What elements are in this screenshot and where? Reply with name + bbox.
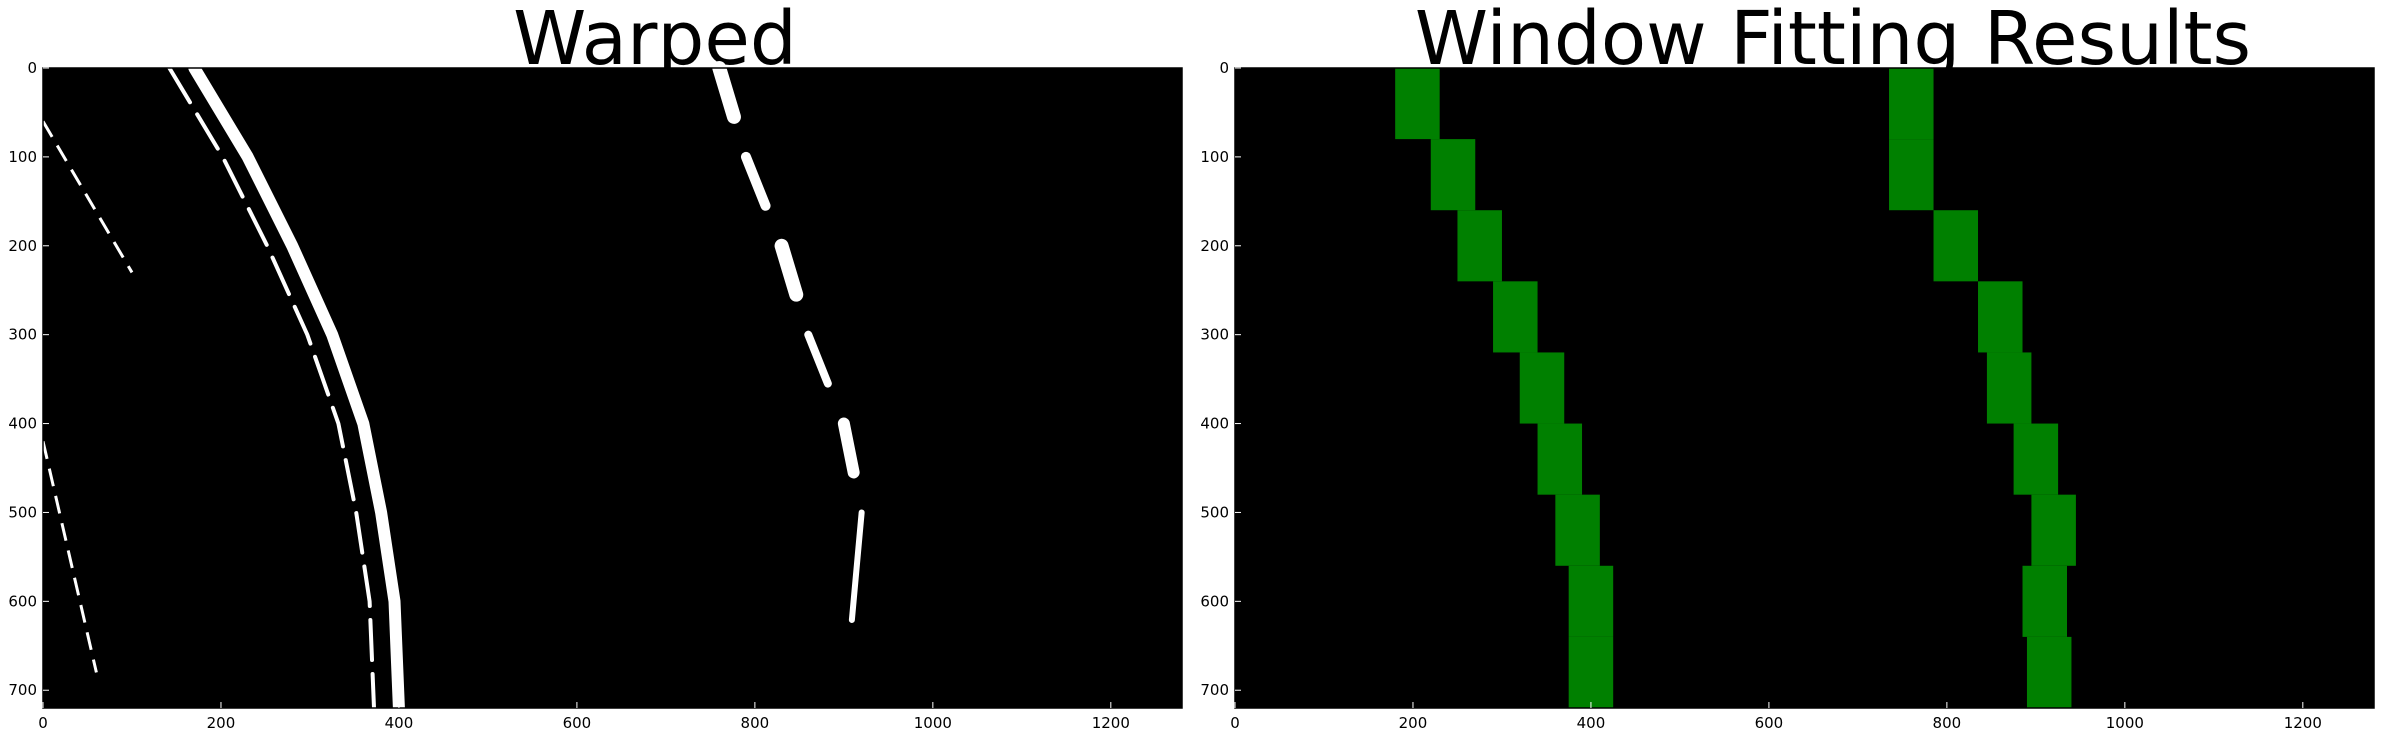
warped-x-tick-label: 400	[385, 714, 414, 732]
window-fitting-y-tick-label: 600	[1200, 592, 1229, 610]
warped-y-tick-label: 500	[8, 503, 37, 521]
right-fit-window	[1978, 281, 2023, 353]
window-fitting-y-tick-label: 300	[1200, 326, 1229, 344]
warped-panel: Warped 0 200 400 600 800 1000 1200010020030040…	[8, 0, 1183, 732]
window-fitting-y-tick-label: 700	[1200, 681, 1229, 699]
window-fitting-axes-frame	[1234, 67, 2375, 709]
warped-y-tick-label: 100	[8, 148, 37, 166]
left-fit-window	[1568, 565, 1614, 637]
right-fit-window	[2026, 636, 2072, 708]
right-fit-window	[2031, 494, 2076, 566]
window-fitting-x-tick-label: 1000	[2106, 714, 2144, 732]
warped-x-tick-label: 0	[38, 714, 48, 732]
warped-x-tick-label: 600	[563, 714, 592, 732]
left-fit-window	[1519, 352, 1565, 424]
edge-noise-streak	[41, 440, 98, 673]
right-lane-dash	[848, 509, 865, 623]
window-fitting-y-tick-label: 400	[1200, 415, 1229, 433]
right-fit-window	[1933, 210, 1979, 282]
left-fit-window	[1537, 423, 1583, 495]
window-fitting-x-tick-label: 200	[1399, 714, 1428, 732]
window-fitting-panel: Window Fitting Results 0 200 400 600 800 1000…	[1200, 0, 2375, 732]
window-fitting-y-tick-label: 500	[1200, 503, 1229, 521]
left-fit-window	[1457, 210, 1502, 282]
left-lane-line	[188, 62, 405, 714]
window-fitting-y-tick-label: 100	[1200, 148, 1229, 166]
window-fitting-ticks: 0 200 400 600 800 1000 1200 0 100 200 300 400 500 600…	[1200, 59, 2322, 732]
window-fitting-y-tick-label: 200	[1200, 237, 1229, 255]
edge-noise-streak	[41, 120, 134, 274]
window-fitting-x-tick-label: 0	[1230, 714, 1240, 732]
left-fit-window	[1568, 636, 1614, 708]
warped-y-tick-label: 400	[8, 415, 37, 433]
window-fitting-windows	[1395, 68, 2076, 708]
right-lane-dash	[774, 238, 804, 302]
warped-x-tick-label: 200	[207, 714, 236, 732]
window-fitting-y-tick-label: 0	[1219, 59, 1229, 77]
right-fit-window	[1889, 68, 1934, 140]
window-fitting-x-tick-label: 400	[1577, 714, 1606, 732]
right-fit-window	[2022, 565, 2068, 637]
right-fit-window	[1889, 139, 1934, 211]
warped-axes-frame	[42, 67, 1183, 709]
right-lane-dash	[712, 61, 741, 124]
warped-y-tick-label: 0	[27, 59, 37, 77]
right-fit-window	[1986, 352, 2032, 424]
window-fitting-x-tick-label: 1200	[2284, 714, 2322, 732]
warped-image-background	[43, 68, 1182, 708]
window-fitting-x-tick-label: 600	[1755, 714, 1784, 732]
warped-x-tick-label: 1200	[1092, 714, 1130, 732]
warped-ticks: 0 200 400 600 800 1000 1200 0 100 200 300 400 500 600…	[8, 59, 1130, 732]
warped-y-tick-label: 600	[8, 592, 37, 610]
window-fitting-image-background	[1235, 68, 2374, 708]
right-lane-dash	[804, 330, 832, 388]
left-fit-window	[1493, 281, 1538, 353]
left-lane-line-edge	[167, 66, 376, 710]
warped-x-tick-label: 1000	[914, 714, 952, 732]
left-fit-window	[1430, 139, 1476, 211]
warped-lane-pixels	[41, 61, 865, 714]
warped-y-tick-label: 700	[8, 681, 37, 699]
left-fit-window	[1555, 494, 1600, 566]
warped-y-tick-label: 200	[8, 237, 37, 255]
right-lane-dash	[740, 151, 771, 211]
right-fit-window	[2013, 423, 2059, 495]
warped-y-tick-label: 300	[8, 326, 37, 344]
left-fit-window	[1395, 68, 1440, 140]
right-lane-dash	[837, 417, 860, 479]
warped-x-tick-label: 800	[741, 714, 770, 732]
window-fitting-x-tick-label: 800	[1933, 714, 1962, 732]
